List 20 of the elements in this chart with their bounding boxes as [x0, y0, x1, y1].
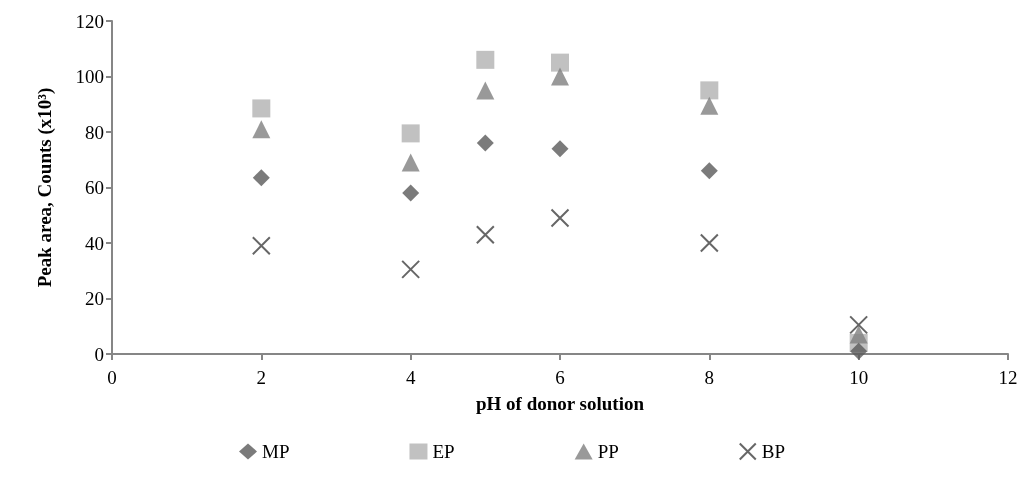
x-tick-label: 10 — [849, 367, 869, 388]
x-tick-label: 6 — [555, 367, 565, 388]
x-tick-label: 8 — [704, 367, 715, 388]
y-tick-label: 0 — [94, 343, 104, 365]
y-tick-label: 20 — [85, 288, 104, 309]
x-tick-label: 12 — [998, 367, 1018, 388]
y-tick-label: 80 — [85, 121, 104, 143]
y-tick-label: 100 — [75, 66, 104, 87]
x-tick-label: 0 — [107, 367, 117, 388]
legend-label: PP — [597, 441, 619, 462]
legend-label: MP — [262, 441, 290, 462]
x-axis-title: pH of donor solution — [475, 393, 645, 414]
x-tick-label: 2 — [256, 367, 267, 388]
y-tick-label: 40 — [85, 232, 104, 254]
y-tick-label: 60 — [85, 177, 104, 198]
y-tick-label: 120 — [75, 10, 104, 32]
legend-label: BP — [761, 441, 786, 462]
legend-label: EP — [432, 441, 455, 462]
x-tick-label: 4 — [405, 367, 416, 388]
y-axis-title: Peak area, Counts (x10³) — [34, 87, 56, 288]
